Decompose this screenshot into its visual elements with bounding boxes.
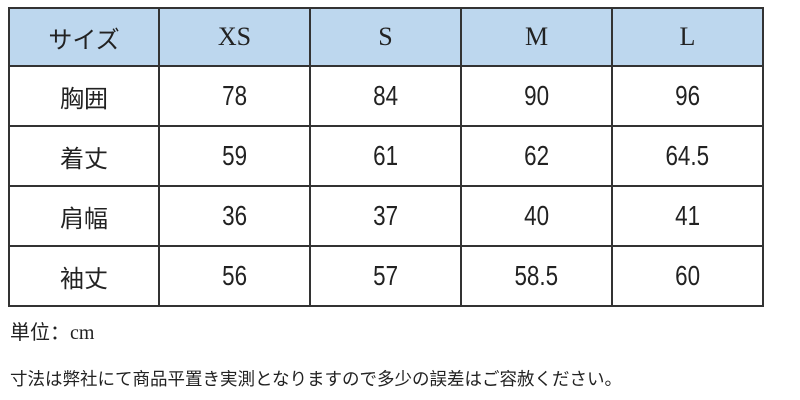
row-label: 胸囲 bbox=[8, 65, 160, 127]
header-row: サイズ XS S M L bbox=[8, 7, 764, 67]
header-s: S bbox=[309, 7, 462, 67]
cell-value: 61 bbox=[373, 140, 398, 171]
cell-value: 62 bbox=[524, 140, 549, 171]
cell-value: 96 bbox=[675, 80, 700, 111]
cell-value: 56 bbox=[222, 260, 247, 291]
row-label: 肩幅 bbox=[8, 185, 160, 247]
cell-value: 59 bbox=[222, 140, 247, 171]
cell-value: 36 bbox=[222, 200, 247, 231]
size-table: サイズ XS S M L 胸囲 78 84 90 96 着丈 59 61 62 … bbox=[8, 7, 764, 307]
row-label: 着丈 bbox=[8, 125, 160, 187]
table-row: 着丈 59 61 62 64.5 bbox=[8, 125, 764, 187]
table-row: 胸囲 78 84 90 96 bbox=[8, 65, 764, 127]
cell-value: 78 bbox=[222, 80, 247, 111]
table-row: 肩幅 36 37 40 41 bbox=[8, 185, 764, 247]
cell-value: 40 bbox=[524, 200, 549, 231]
cell-value: 57 bbox=[373, 260, 398, 291]
measurement-note: 寸法は弊社にて商品平置き実測となりますので多少の誤差はご容赦ください。 bbox=[10, 370, 622, 390]
cell-value: 41 bbox=[675, 200, 700, 231]
cell-value: 37 bbox=[373, 200, 398, 231]
header-l: L bbox=[611, 7, 764, 67]
header-xs: XS bbox=[158, 7, 311, 67]
unit-value: cm bbox=[70, 322, 95, 344]
cell-value: 90 bbox=[524, 80, 549, 111]
cell-value: 84 bbox=[373, 80, 398, 111]
cell-value: 64.5 bbox=[665, 140, 710, 171]
header-size: サイズ bbox=[8, 7, 160, 67]
table-row: 袖丈 56 57 58.5 60 bbox=[8, 245, 764, 307]
row-label: 袖丈 bbox=[8, 245, 160, 307]
cell-value: 60 bbox=[675, 260, 700, 291]
header-m: M bbox=[460, 7, 613, 67]
unit-label: 単位：cm bbox=[10, 320, 95, 344]
cell-value: 58.5 bbox=[514, 260, 559, 291]
